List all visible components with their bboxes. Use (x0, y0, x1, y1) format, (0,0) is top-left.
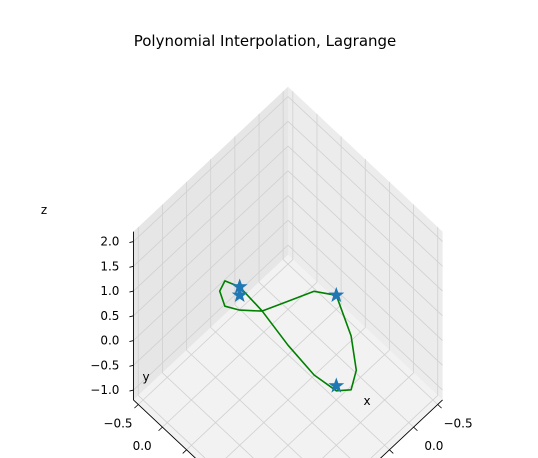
grid-lines (133, 91, 443, 458)
x-axis-line (133, 399, 196, 458)
grid-line (287, 220, 443, 366)
grid-line (287, 121, 443, 267)
x-tick-mark (158, 426, 163, 432)
z-tick-mark (129, 315, 134, 318)
z-tick-mark (129, 265, 134, 268)
y-tick-label: 0.0 (424, 439, 443, 453)
y-tick-mark (437, 404, 442, 409)
tick-labels: −0.50.00.51.01.52.02.5−0.50.00.51.01.52.… (90, 235, 473, 454)
grid-line (137, 395, 206, 458)
grid-line (287, 170, 443, 317)
x-tick-label: 0.0 (133, 439, 152, 453)
x-tick-mark (182, 449, 187, 454)
grid-line (133, 121, 289, 267)
z-tick-label: −0.5 (90, 358, 119, 372)
grid-line (133, 244, 289, 391)
grid-line (287, 145, 443, 292)
pane-floor (133, 255, 443, 458)
x-tick-label: −0.5 (103, 417, 132, 431)
grid-line (186, 349, 303, 458)
z-axis-label: z (41, 203, 47, 217)
grid-line (133, 170, 289, 317)
z-tick-label: 1.5 (100, 259, 119, 273)
grid-line (234, 304, 390, 451)
grid-line (282, 259, 439, 405)
grid-line (133, 195, 289, 341)
data-series (218, 278, 358, 393)
grid-line (133, 96, 289, 242)
grid-line (287, 96, 443, 242)
z-tick-mark (129, 290, 134, 293)
z-tick-label: 0.0 (100, 334, 119, 348)
x-tick-mark (134, 404, 139, 409)
grid-line (287, 195, 443, 341)
z-tick-mark (129, 389, 134, 392)
grid-line (133, 145, 289, 292)
z-tick-mark (129, 364, 134, 367)
z-tick-mark (129, 241, 134, 243)
data-point-marker (328, 377, 345, 393)
data-point-marker (231, 286, 248, 303)
y-tick-mark (413, 426, 418, 432)
y-tick-label: −0.5 (443, 417, 472, 431)
z-tick-mark (129, 340, 134, 342)
grid-line (370, 395, 439, 458)
y-axis-label: y (142, 370, 149, 384)
grid-line (133, 220, 289, 366)
grid-line (287, 244, 443, 391)
z-tick-label: 1.0 (100, 284, 119, 298)
grid-line (258, 281, 414, 428)
z-tick-label: 0.5 (100, 309, 119, 323)
chart-title: Polynomial Interpolation, Lagrange (134, 32, 397, 50)
x-axis-label: x (363, 394, 370, 408)
y-tick-mark (389, 449, 394, 454)
grid-line (162, 372, 254, 458)
z-tick-label: 2.0 (100, 235, 119, 249)
grid-line (210, 327, 351, 458)
z-tick-label: −1.0 (90, 383, 119, 397)
data-point-marker (328, 286, 345, 303)
y-axis-line (380, 399, 443, 458)
